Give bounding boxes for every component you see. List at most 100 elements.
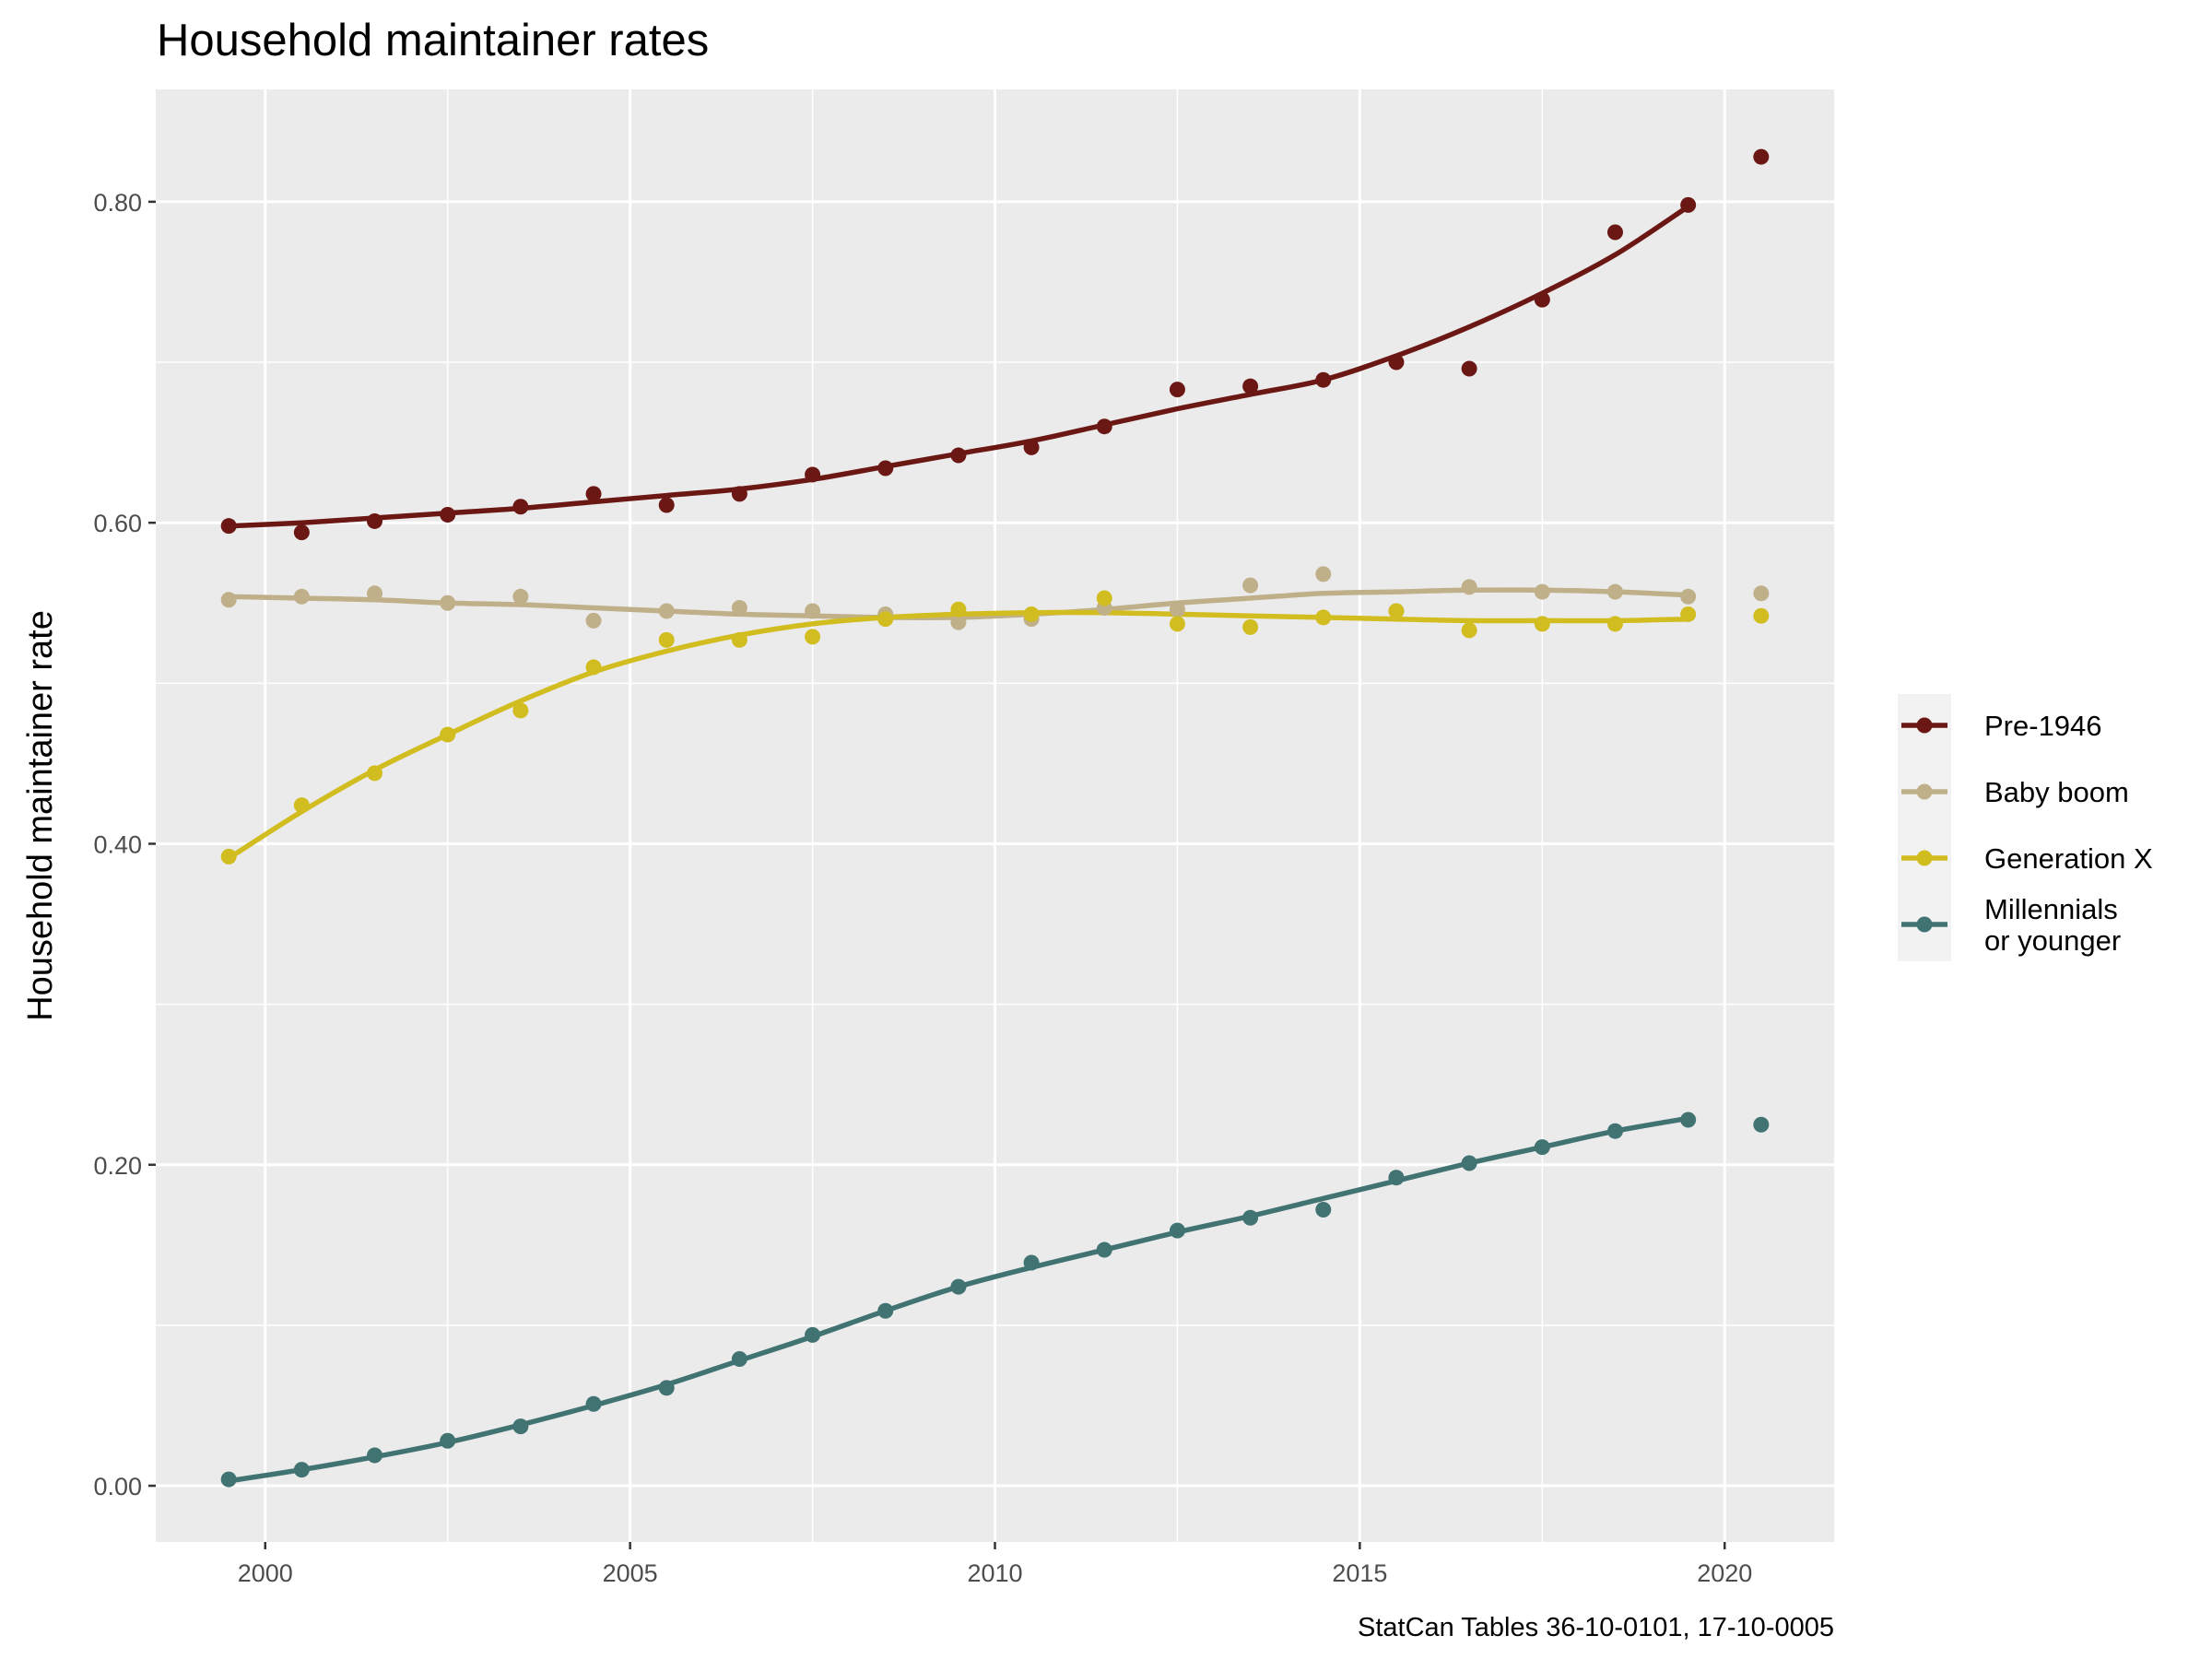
data-point-generation-x bbox=[512, 702, 529, 719]
data-point-baby-boom bbox=[367, 585, 383, 602]
data-point-baby-boom bbox=[512, 588, 529, 605]
data-point-generation-x bbox=[1461, 622, 1477, 639]
data-point-millennials-or-younger bbox=[220, 1471, 237, 1488]
data-point-pre-1946 bbox=[440, 506, 456, 523]
data-point-baby-boom bbox=[1461, 579, 1477, 595]
legend-label-millennials-or-younger: Millennials bbox=[1984, 893, 2118, 925]
data-point-baby-boom bbox=[731, 599, 747, 616]
data-point-generation-x bbox=[731, 631, 747, 648]
data-point-generation-x bbox=[1096, 590, 1112, 606]
data-point-pre-1946 bbox=[585, 486, 602, 502]
legend-key-point-generation-x bbox=[1916, 850, 1933, 866]
x-tick-label: 2005 bbox=[603, 1559, 658, 1587]
data-point-generation-x bbox=[1388, 603, 1405, 619]
legend-label-generation-x: Generation X bbox=[1984, 842, 2153, 875]
data-point-generation-x bbox=[805, 629, 821, 645]
y-tick-label: 0.00 bbox=[93, 1473, 142, 1500]
data-point-millennials-or-younger bbox=[1169, 1222, 1185, 1239]
legend-label-baby-boom: Baby boom bbox=[1984, 776, 2129, 808]
data-point-generation-x bbox=[1680, 606, 1697, 622]
data-point-millennials-or-younger bbox=[950, 1278, 967, 1295]
data-point-baby-boom bbox=[1169, 601, 1185, 618]
data-point-generation-x bbox=[877, 611, 894, 628]
data-point-pre-1946 bbox=[877, 460, 894, 477]
data-point-baby-boom bbox=[585, 612, 602, 629]
legend-label-millennials-or-younger: or younger bbox=[1984, 924, 2121, 957]
data-point-pre-1946 bbox=[1606, 224, 1623, 241]
data-point-millennials-or-younger bbox=[1606, 1123, 1623, 1139]
data-point-millennials-or-younger bbox=[1753, 1116, 1770, 1133]
data-point-millennials-or-younger bbox=[1315, 1202, 1332, 1218]
data-point-generation-x bbox=[1753, 607, 1770, 624]
y-tick-label: 0.80 bbox=[93, 189, 142, 217]
series-line-pre-1946 bbox=[229, 204, 1690, 529]
data-point-pre-1946 bbox=[950, 447, 967, 464]
data-point-millennials-or-younger bbox=[1023, 1254, 1040, 1271]
data-point-pre-1946 bbox=[220, 518, 237, 535]
y-tick-label: 0.20 bbox=[93, 1152, 142, 1180]
legend-key-point-millennials-or-younger bbox=[1916, 916, 1933, 933]
data-point-baby-boom bbox=[1534, 583, 1550, 600]
data-point-pre-1946 bbox=[1096, 418, 1112, 435]
data-point-millennials-or-younger bbox=[1534, 1139, 1550, 1156]
y-tick-label: 0.40 bbox=[93, 830, 142, 858]
data-point-millennials-or-younger bbox=[440, 1432, 456, 1449]
data-point-generation-x bbox=[367, 765, 383, 782]
data-point-pre-1946 bbox=[367, 512, 383, 529]
data-point-baby-boom bbox=[805, 603, 821, 619]
data-point-baby-boom bbox=[220, 592, 237, 608]
y-tick-label: 0.60 bbox=[93, 510, 142, 537]
data-point-generation-x bbox=[1606, 616, 1623, 632]
data-point-pre-1946 bbox=[1534, 291, 1550, 308]
data-point-generation-x bbox=[658, 631, 675, 648]
data-point-pre-1946 bbox=[1680, 196, 1697, 213]
x-tick-label: 2010 bbox=[967, 1559, 1022, 1587]
data-point-millennials-or-younger bbox=[293, 1462, 310, 1478]
caption: StatCan Tables 36-10-0101, 17-10-0005 bbox=[1358, 1613, 1834, 1642]
legend-key-point-pre-1946 bbox=[1916, 717, 1933, 734]
data-point-millennials-or-younger bbox=[731, 1350, 747, 1367]
data-point-baby-boom bbox=[293, 588, 310, 605]
data-point-generation-x bbox=[585, 659, 602, 676]
x-tick-label: 2020 bbox=[1697, 1559, 1752, 1587]
y-axis-ticks: 0.00 0.20 0.40 0.60 0.80 bbox=[93, 189, 156, 1500]
data-point-millennials-or-younger bbox=[367, 1447, 383, 1464]
data-point-generation-x bbox=[440, 726, 456, 743]
data-point-baby-boom bbox=[1606, 583, 1623, 600]
y-axis-title: Household maintainer rate bbox=[21, 610, 60, 1021]
data-point-millennials-or-younger bbox=[585, 1395, 602, 1412]
data-point-generation-x bbox=[1315, 609, 1332, 626]
data-point-baby-boom bbox=[440, 594, 456, 611]
data-point-generation-x bbox=[1023, 606, 1040, 622]
data-point-pre-1946 bbox=[658, 497, 675, 513]
data-point-baby-boom bbox=[1753, 585, 1770, 602]
data-point-pre-1946 bbox=[293, 524, 310, 541]
chart-title: Household maintainer rates bbox=[157, 16, 709, 65]
data-point-millennials-or-younger bbox=[512, 1418, 529, 1435]
data-point-millennials-or-younger bbox=[658, 1380, 675, 1396]
legend-label-pre-1946: Pre-1946 bbox=[1984, 710, 2102, 742]
data-point-generation-x bbox=[950, 601, 967, 618]
data-point-baby-boom bbox=[950, 614, 967, 630]
data-point-pre-1946 bbox=[1023, 439, 1040, 455]
data-point-generation-x bbox=[1242, 618, 1259, 635]
data-point-millennials-or-younger bbox=[1680, 1112, 1697, 1128]
data-point-millennials-or-younger bbox=[1461, 1155, 1477, 1171]
legend: Pre-1946 Baby boom Generation X Millennials… bbox=[1898, 694, 2153, 961]
grid-major bbox=[156, 89, 1834, 1542]
data-point-pre-1946 bbox=[1242, 378, 1259, 394]
data-point-baby-boom bbox=[1242, 577, 1259, 594]
data-point-pre-1946 bbox=[1461, 360, 1477, 377]
data-point-millennials-or-younger bbox=[1388, 1170, 1405, 1186]
data-point-baby-boom bbox=[1315, 566, 1332, 582]
data-point-millennials-or-younger bbox=[877, 1302, 894, 1319]
data-point-pre-1946 bbox=[805, 466, 821, 483]
series-points bbox=[220, 148, 1770, 1488]
data-point-generation-x bbox=[1534, 616, 1550, 632]
legend-key-point-baby-boom bbox=[1916, 783, 1933, 800]
data-point-baby-boom bbox=[1680, 588, 1697, 605]
data-point-pre-1946 bbox=[1315, 371, 1332, 388]
data-point-millennials-or-younger bbox=[1242, 1209, 1259, 1226]
data-point-generation-x bbox=[220, 848, 237, 865]
